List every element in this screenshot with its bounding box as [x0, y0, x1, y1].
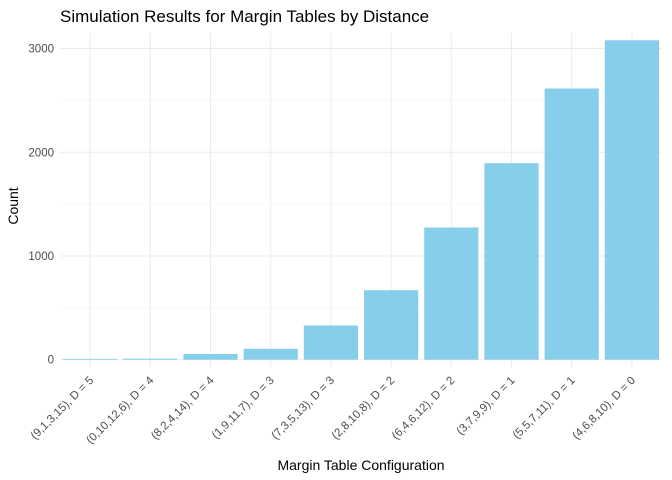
x-axis-ticks: (9,1,3,15), D = 5(0,10,12,6), D = 4(8,2,…: [29, 374, 638, 446]
bar: [604, 40, 659, 360]
x-tick-label: (3,7,9,9), D = 1: [455, 375, 518, 438]
y-tick-label: 1000: [28, 251, 54, 263]
bar: [243, 348, 298, 360]
bar: [183, 353, 238, 360]
bar: [484, 163, 539, 360]
bar: [364, 290, 419, 360]
bar: [63, 358, 118, 360]
bar: [544, 88, 599, 360]
x-tick-label: (2,8,10,8), D = 2: [330, 375, 397, 442]
bar: [123, 358, 178, 360]
x-axis-title: Margin Table Configuration: [277, 457, 444, 473]
x-tick-label: (4,6,8,10), D = 0: [571, 375, 638, 442]
x-tick-label: (0,10,12,6), D = 4: [84, 374, 156, 446]
y-tick-label: 2000: [28, 147, 54, 159]
y-axis-ticks: 0 1000 2000 3000: [28, 44, 54, 367]
bar: [303, 325, 358, 360]
bar: [424, 227, 479, 360]
x-tick-label: (7,3,5,13), D = 3: [270, 375, 337, 442]
x-tick-label: (9,1,3,15), D = 5: [29, 375, 96, 442]
x-tick-label: (8,2,4,14), D = 4: [149, 374, 217, 442]
x-tick-label: (5,5,7,11), D = 1: [511, 375, 578, 442]
y-tick-label: 3000: [28, 44, 54, 56]
y-axis-title: Count: [5, 187, 21, 224]
x-tick-label: (1,9,11,7), D = 3: [210, 375, 277, 442]
x-tick-label: (6,4,6,12), D = 2: [390, 375, 457, 442]
chart-title: Simulation Results for Margin Tables by …: [60, 7, 429, 26]
bars: [63, 40, 659, 360]
y-tick-label: 0: [48, 355, 54, 367]
